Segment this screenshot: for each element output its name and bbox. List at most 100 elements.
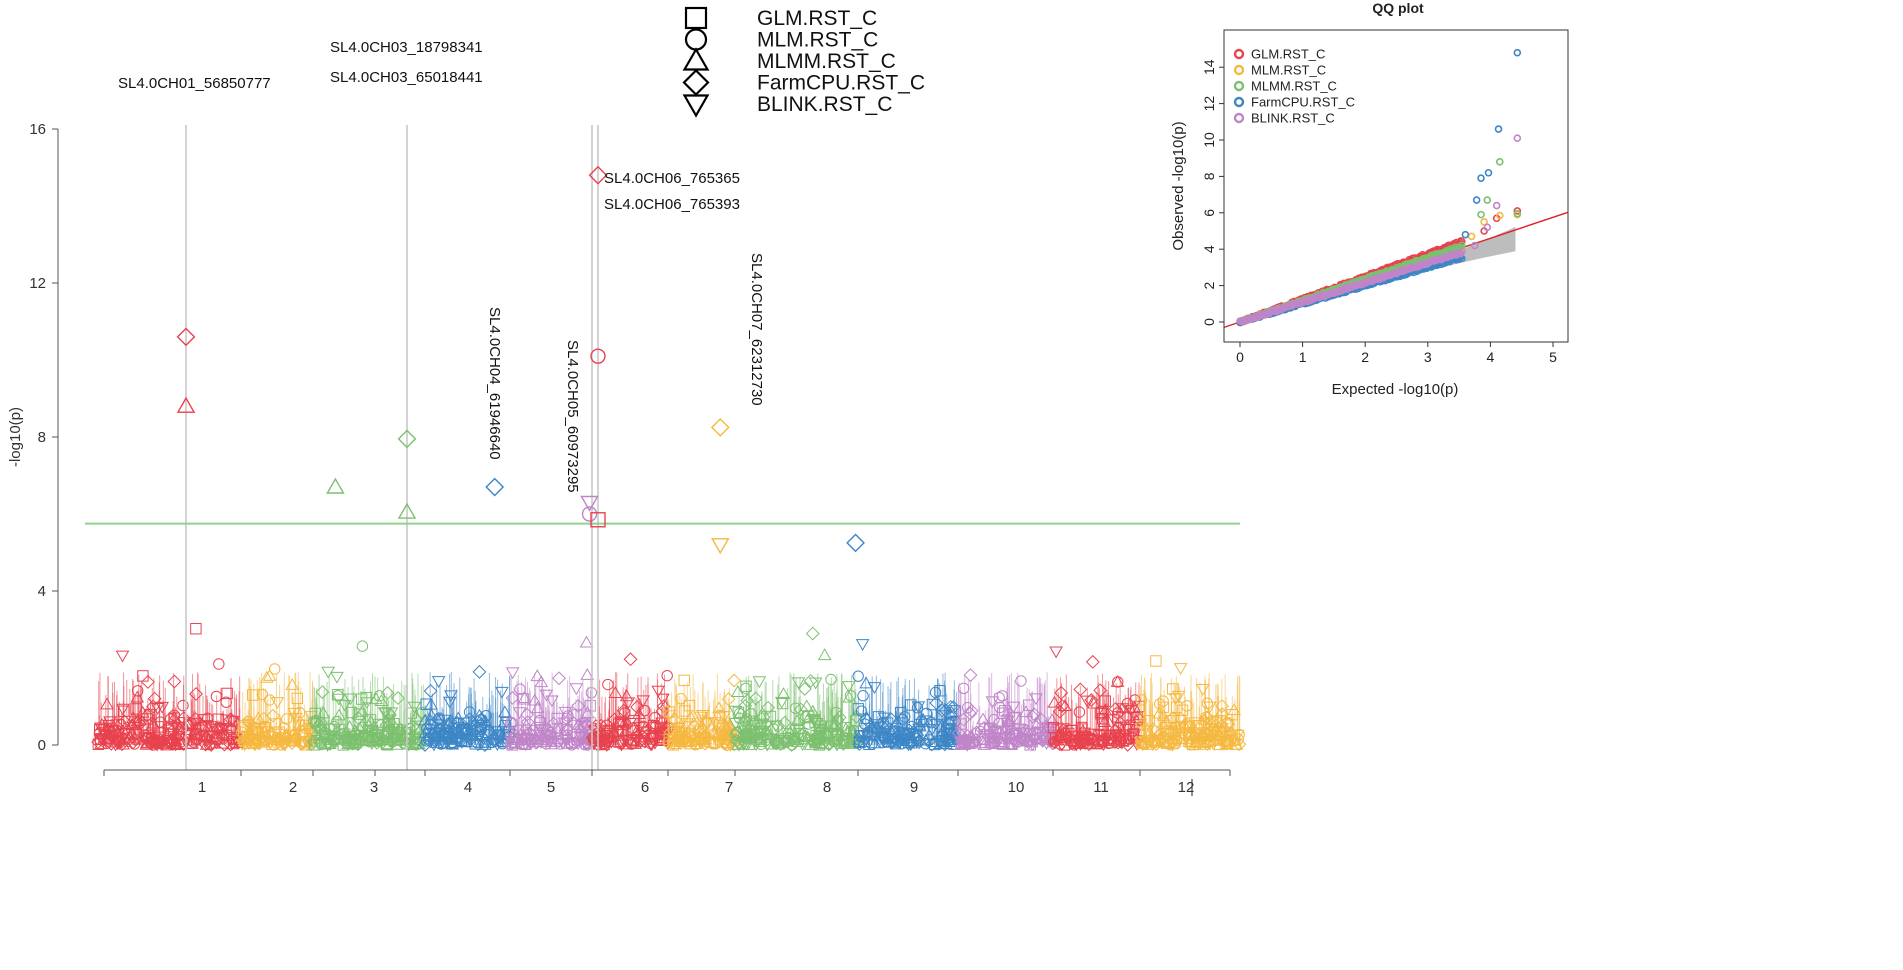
y-tick-label: 8 [38, 429, 46, 446]
chromosome-label: 4 [464, 779, 472, 796]
background-point [1201, 697, 1214, 709]
significant-point-diamond [710, 417, 730, 437]
chromosome-label: 1 [198, 779, 206, 796]
background-point [661, 669, 673, 682]
candidate-marker-lines [185, 125, 599, 770]
qq-tail-point [1513, 134, 1522, 142]
background-point [1085, 654, 1100, 669]
significant-point-triangle-down [580, 495, 599, 512]
background-point [580, 667, 595, 680]
background-point [1052, 704, 1067, 719]
qq-point [1458, 247, 1466, 255]
background-point [656, 693, 670, 706]
significant-point-diamond [176, 327, 196, 347]
annotation-label: SL4.0CH04_61946640 [486, 307, 503, 460]
background-point [331, 689, 344, 701]
qq-x-tick-label: 1 [1299, 349, 1307, 365]
background-point [964, 703, 979, 718]
qq-tail-point [1513, 209, 1522, 218]
y-axis-label: -log10(p) [7, 407, 24, 467]
chromosome-label: 11 [1093, 779, 1109, 796]
background-point [420, 735, 433, 747]
legend-marker-diamond [682, 68, 710, 97]
background-point [624, 734, 639, 747]
qq-y-tick-label: 4 [1201, 245, 1217, 253]
background-point [321, 666, 336, 679]
background-point [678, 674, 690, 687]
background-point [478, 738, 492, 750]
qq-tail-point [1470, 241, 1479, 250]
background-point [530, 669, 545, 682]
qq-tail-point [1484, 168, 1493, 177]
qq-legend-label: MLM.RST_C [1251, 63, 1326, 78]
background-point [478, 714, 492, 727]
background-point [894, 707, 907, 719]
background-point [391, 733, 403, 745]
background-point [727, 673, 742, 688]
background-point [561, 712, 573, 724]
background-point [644, 739, 659, 752]
qq-tail-point [1467, 232, 1476, 241]
background-point [527, 724, 540, 737]
annotation-label: SL4.0CH03_18798341 [330, 39, 483, 56]
background-point [1121, 697, 1134, 710]
qq-x-axis-label: Expected -log10(p) [1332, 381, 1459, 398]
annotation-label: SL4.0CH05_60973295 [564, 340, 581, 493]
background-point [802, 710, 814, 723]
background-point [797, 681, 812, 696]
qq-y-tick-label: 0 [1201, 318, 1217, 326]
qq-tail-point [1513, 207, 1522, 215]
background-point [512, 707, 527, 720]
chromosome-label: 7 [725, 779, 733, 796]
legend-label: MLM.RST_C [757, 29, 878, 52]
background-point [213, 658, 225, 670]
significant-point-triangle-down [711, 538, 730, 555]
background-point [1112, 711, 1124, 723]
background-point [731, 738, 746, 750]
background-point [115, 650, 130, 663]
y-tick-label: 16 [29, 121, 46, 138]
manhattan-legend: GLM.RST_CMLM.RST_CMLMM.RST_CFarmCPU.RST_… [682, 6, 925, 118]
background-point [287, 707, 302, 720]
background-point [857, 690, 869, 702]
background-point [855, 705, 868, 717]
qq-legend-marker [1233, 80, 1245, 92]
background-point [281, 713, 293, 725]
background-point [285, 678, 300, 690]
qq-x-tick-label: 0 [1236, 349, 1244, 365]
background-point [505, 667, 520, 680]
background-point [1157, 701, 1170, 713]
background-point [817, 648, 832, 661]
background-point [855, 639, 870, 652]
background-point [431, 676, 446, 689]
marker-annotations: SL4.0CH01_56850777 SL4.0CH03_18798341 SL4.… [118, 39, 765, 493]
qq-legend-label: GLM.RST_C [1251, 47, 1325, 62]
qq-x-tick-label: 5 [1549, 349, 1557, 365]
chromosome-label: 10 [1008, 779, 1025, 796]
qq-x-tick-label: 4 [1487, 349, 1495, 365]
background-point [1049, 646, 1063, 659]
legend-label: BLINK.RST_C [757, 93, 892, 116]
qq-tail-point [1480, 218, 1488, 226]
background-point [221, 687, 233, 700]
background-point [760, 739, 774, 752]
background-point [853, 736, 866, 749]
qq-tail-point [1483, 223, 1492, 232]
background-point [1136, 737, 1148, 750]
qq-tail-point [1494, 125, 1503, 133]
background-point [1087, 696, 1101, 709]
background-point [1006, 701, 1021, 714]
qq-tail-point [1513, 48, 1522, 57]
chromosome-label: 2 [289, 779, 297, 796]
qq-y-tick-label: 12 [1201, 96, 1217, 112]
background-point [262, 668, 277, 681]
background-point [1150, 655, 1162, 667]
background-point [1157, 695, 1169, 707]
chromosome-label: 3 [370, 779, 378, 796]
significant-point-square [590, 512, 606, 528]
background-point [355, 693, 368, 705]
significant-points [176, 165, 865, 555]
significant-point-diamond [846, 533, 865, 553]
